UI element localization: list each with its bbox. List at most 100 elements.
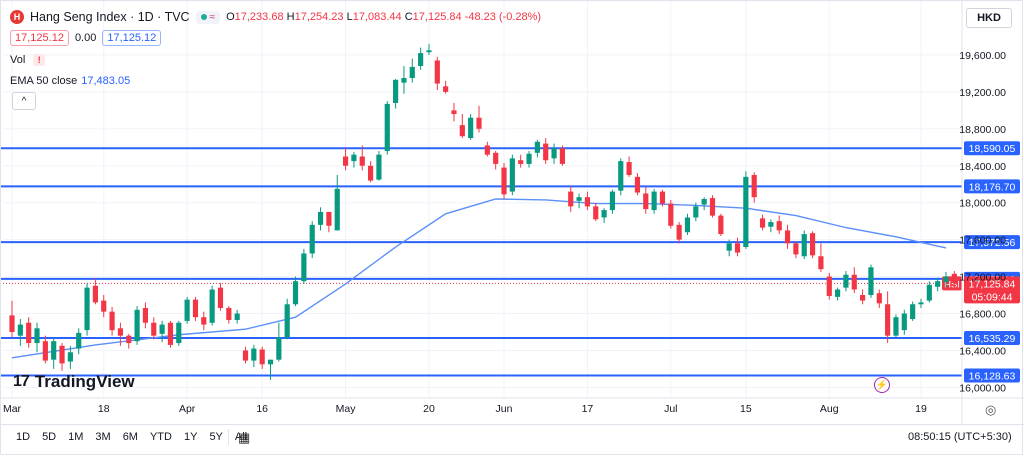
candle-up: [918, 302, 924, 305]
candle-down: [242, 350, 249, 361]
price-tick-label: 18,000.00: [959, 198, 1006, 210]
sell-price-button[interactable]: 17,125.12: [10, 30, 69, 46]
candle-up: [418, 53, 424, 67]
candle-up: [309, 224, 315, 254]
candle-up: [284, 304, 290, 338]
level-price-label: 18,590.05: [969, 143, 1016, 155]
volume-label[interactable]: Vol: [10, 54, 26, 66]
candle-down: [368, 165, 374, 181]
time-tick-label: Mar: [3, 403, 22, 415]
candle-down: [101, 300, 107, 312]
time-tick-label: May: [336, 403, 357, 415]
level-price-label: 17,572.56: [969, 237, 1016, 249]
trade-inputs: 17,125.12 0.00 17,125.12: [10, 30, 162, 46]
candle-down: [342, 156, 349, 166]
lightning-icon[interactable]: ⚡: [874, 377, 890, 393]
candle-down: [676, 224, 682, 240]
countdown-label: 05:09:44: [972, 291, 1013, 303]
candle-down: [126, 335, 132, 344]
buy-price-button[interactable]: 17,125.12: [102, 30, 162, 46]
time-axis: Mar 18 Apr 16 May 20 Jun 17 Jul 15 Aug 19: [0, 397, 1024, 415]
candle-down: [543, 143, 549, 161]
range-button-5d[interactable]: 5D: [42, 431, 57, 443]
time-tick-label: 15: [740, 403, 752, 415]
candle-up: [393, 79, 399, 103]
price-tick-label: 16,400.00: [959, 345, 1006, 357]
candle-down: [226, 307, 232, 320]
ema50-series: [11, 198, 947, 359]
tradingview-logo[interactable]: 17 TradingView: [13, 372, 135, 392]
candle-up: [351, 154, 357, 162]
range-button-all[interactable]: All: [234, 431, 248, 443]
range-button-5y[interactable]: 5Y: [209, 431, 223, 443]
candle-down: [443, 86, 449, 92]
candle-up: [576, 197, 582, 201]
candle-down: [459, 125, 465, 137]
candle-up: [84, 287, 90, 331]
candle-down: [860, 295, 866, 301]
last-price-tag: [964, 276, 1020, 304]
time-tick-label: Aug: [820, 403, 839, 415]
change-value: -48.23 (-0.28%): [464, 11, 542, 23]
level-price-label: 16,535.29: [969, 333, 1016, 345]
candle-up: [651, 191, 657, 211]
range-button-6m[interactable]: 6M: [122, 431, 138, 443]
horizontal-levels: 18,590.0518,176.7017,572.5617,175.1016,5…: [0, 141, 1020, 383]
chevron-up-icon: ^: [21, 95, 27, 107]
clock-readout[interactable]: 08:50:15 (UTC+5:30): [908, 431, 1012, 443]
price-tick-label: 16,000.00: [959, 382, 1006, 394]
level-price-tag: [964, 330, 1020, 345]
candle-down: [167, 322, 174, 345]
toggle-text: ≈: [209, 11, 216, 23]
candle-down: [885, 304, 891, 336]
market-status-toggle[interactable]: ≈: [195, 10, 221, 24]
time-tick-label: 20: [423, 403, 435, 415]
candle-up: [376, 154, 382, 180]
candle-up: [176, 322, 182, 344]
range-button-1y[interactable]: 1Y: [183, 431, 198, 443]
candle-up: [509, 158, 515, 192]
range-button-1d[interactable]: 1D: [16, 431, 31, 443]
candle-down: [259, 349, 265, 365]
range-buttons: 1D 5D 1M 3M 6M YTD 1Y 5Y All: [16, 431, 247, 443]
candle-up: [317, 211, 324, 225]
gear-icon[interactable]: ◎: [985, 402, 997, 417]
candle-up: [901, 313, 907, 331]
range-button-1m[interactable]: 1M: [68, 431, 84, 443]
warning-icon[interactable]: !: [33, 54, 46, 66]
currency-button[interactable]: HKD: [966, 8, 1012, 28]
calendar-goto-icon[interactable]: ▦: [238, 430, 251, 445]
candle-down: [751, 174, 757, 198]
candle-up: [426, 50, 432, 53]
time-tick-label: 18: [98, 403, 110, 415]
candle-down: [501, 167, 507, 195]
volume-legend: Vol !: [10, 54, 46, 66]
symbol-title[interactable]: Hang Seng Index · 1D · TVC: [30, 10, 190, 24]
candle-up: [267, 359, 274, 365]
candle-down: [518, 160, 524, 164]
ema-legend[interactable]: EMA 50 close 17,483.05: [10, 75, 130, 87]
open-value: 17,233.68: [234, 11, 284, 23]
range-button-3m[interactable]: 3M: [95, 431, 111, 443]
candle-up: [301, 253, 307, 282]
candle-up: [693, 206, 699, 218]
low-value: 17,083.44: [352, 11, 402, 23]
candle-down: [826, 276, 832, 296]
candle-up: [801, 234, 807, 257]
candle-down: [568, 191, 574, 207]
candle-down: [876, 293, 882, 304]
candle-down: [192, 299, 199, 318]
symbol-header: H Hang Seng Index · 1D · TVC ≈ O17,233.6…: [10, 8, 541, 26]
candle-up: [468, 117, 474, 139]
range-button-ytd[interactable]: YTD: [149, 431, 172, 443]
bottom-toolbar: 1D 5D 1M 3M 6M YTD 1Y 5Y All ▦ 08:50:15 (UTC+5:3…: [0, 424, 1024, 449]
collapse-legend-button[interactable]: ^: [12, 92, 36, 110]
price-axis: 16,000.00 16,400.00 16,800.00 17,200.00 17,6…: [959, 0, 1006, 424]
close-value: 17,125.84: [412, 11, 462, 23]
candle-down: [734, 243, 741, 253]
candle-up: [134, 309, 140, 342]
candle-down: [793, 243, 799, 255]
tradingview-name: TradingView: [34, 372, 135, 391]
